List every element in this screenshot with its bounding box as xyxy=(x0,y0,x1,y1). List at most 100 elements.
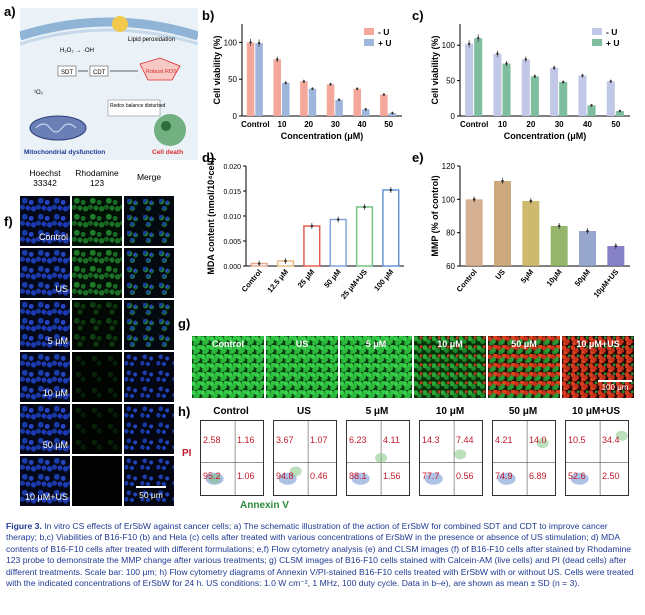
legend-label: + U xyxy=(606,38,619,48)
bar-c-0-5 xyxy=(606,81,615,116)
data-point xyxy=(389,188,393,192)
flow-quadrant-value: 7.44 xyxy=(456,435,474,445)
clsm-scale: 50 μm xyxy=(136,486,166,500)
data-point xyxy=(391,111,394,115)
flow-quadrant-value: 2.58 xyxy=(203,435,221,445)
chart-d: 0.000 0.005 0.010 0.015 0.020 Control 12.5 μM 2… xyxy=(206,157,404,301)
y-axis-title: MMP (% of control) xyxy=(430,175,440,256)
x-tick-label: 25 μM xyxy=(296,268,317,290)
data-point xyxy=(311,87,314,90)
bar-c-0-3 xyxy=(550,67,559,116)
data-point xyxy=(614,244,618,248)
panel-label-f: f) xyxy=(4,214,13,229)
x-tick-label: 20 xyxy=(304,120,313,129)
x-tick-label: 30 xyxy=(331,120,340,129)
flow-quadrant-svg xyxy=(347,421,409,495)
x-tick-label: Control xyxy=(240,268,264,294)
flow-plot-title: 10 μM+US xyxy=(571,406,621,417)
flow-quadrant-value: 95.2 xyxy=(203,471,221,481)
event-cluster-live xyxy=(351,472,370,485)
flow-quadrant-value: 94.8 xyxy=(276,471,294,481)
clsm-cell-4-1 xyxy=(72,404,122,454)
mito-label: Mitochondrial dysfunction xyxy=(24,149,105,156)
data-point xyxy=(329,83,332,86)
y-tick-label: 100 xyxy=(224,38,238,47)
schematic-illustration: Lipid peroxidation H₂O₂ → ·OH SDT CDT Ro… xyxy=(20,8,198,160)
clsm-image-grid: Control US 5 μM 10 μM 50 μM 10 μM+US 50 μm xyxy=(20,196,176,510)
legend-swatch xyxy=(592,28,602,35)
bar-b-1-0 xyxy=(255,43,263,116)
flow-plot-5: 10.5 34.4 52.6 2.50 xyxy=(565,420,629,496)
live-dead-image-1: US xyxy=(266,336,338,398)
live-dead-label: US xyxy=(295,339,309,349)
flow-plot-2: 6.23 4.11 88.1 1.56 xyxy=(346,420,410,496)
clsm-row-label: 50 μM xyxy=(42,440,68,450)
panel-label-h: h) xyxy=(178,404,191,419)
y-tick-label: 0.000 xyxy=(223,264,241,271)
flow-quadrant-value: 4.11 xyxy=(383,435,400,445)
x-tick-label: 50 μM xyxy=(322,268,343,290)
x-tick-label: US xyxy=(493,268,507,282)
clsm-header-row: Hoechst 33342 Rhodamine 123 Merge xyxy=(20,168,175,196)
bar-e-1 xyxy=(494,181,511,266)
data-point xyxy=(249,41,252,44)
panel-label-b: b) xyxy=(202,8,215,23)
event-cluster-shift xyxy=(536,438,549,449)
flow-quadrant-value: 1.07 xyxy=(310,435,328,445)
flow-y-axis-label: PI xyxy=(182,448,192,459)
ros-label: Robust ROS xyxy=(146,69,177,75)
bar-b-1-2 xyxy=(308,88,317,116)
figure-caption: Figure 3. In vitro CS effects of ErSbW a… xyxy=(6,521,636,589)
clsm-row-label: 5 μM xyxy=(47,336,68,346)
flow-cytometry-strip: PI Control 2.58 1.16 95.2 1.06 US 3.67 1.07 94.8 0… xyxy=(182,406,636,518)
bar-c-0-4 xyxy=(578,75,587,116)
h2o2-label: H₂O₂ → ·OH xyxy=(60,48,94,54)
bar-c-0-0 xyxy=(465,43,474,116)
nanoparticle-icon xyxy=(112,16,128,32)
flow-quadrant-svg xyxy=(493,421,555,495)
clsm-cell-0-0 xyxy=(20,196,70,246)
flow-quadrant-value: 14.3 xyxy=(422,435,440,445)
x-tick-label: 25 μM+US xyxy=(339,268,369,301)
y-tick-label: 0.005 xyxy=(223,239,241,246)
panel-label-d: d) xyxy=(202,150,215,165)
clsm-cell-1-2 xyxy=(124,248,174,298)
flow-x-axis-label: Annexin V xyxy=(240,500,289,511)
live-dead-label: 10 μM xyxy=(437,339,463,349)
data-point xyxy=(337,98,341,102)
x-tick-label: 40 xyxy=(583,120,592,129)
x-tick-label: 100 μM xyxy=(372,268,395,293)
data-point xyxy=(552,66,556,70)
clsm-cell-5-1 xyxy=(72,456,122,506)
clsm-cell-2-0 xyxy=(20,300,70,350)
y-tick-label: 0.015 xyxy=(223,189,241,196)
flow-quadrant-value: 1.16 xyxy=(237,435,255,445)
clsm-row-label: 10 μM+US xyxy=(25,492,68,502)
flow-quadrant-value: 6.23 xyxy=(349,435,367,445)
y-tick-label: 0 xyxy=(233,112,238,121)
mitochondria-cristae xyxy=(35,123,77,133)
x-tick-label: 50 xyxy=(384,120,393,129)
flow-quadrant-value: 1.56 xyxy=(383,471,401,481)
live-dead-image-3: 10 μM xyxy=(414,336,486,398)
x-tick-label: Control xyxy=(241,120,269,129)
x-tick-label: 10 xyxy=(498,120,507,129)
live-dead-scale: 100 μm xyxy=(598,380,632,392)
x-tick-label: Control xyxy=(455,268,479,294)
clsm-header-merge: Merge xyxy=(136,172,162,182)
clsm-row-label: Control xyxy=(38,232,68,242)
data-point xyxy=(529,199,533,203)
flow-quadrant-value: 74.9 xyxy=(495,471,513,481)
flow-quadrant-value: 1.06 xyxy=(237,471,255,481)
bar-d-5 xyxy=(382,189,400,267)
legend-swatch xyxy=(592,39,602,46)
death-label: Cell death xyxy=(152,149,183,156)
bar-c-1-5 xyxy=(615,111,624,116)
clsm-cell-3-2 xyxy=(124,352,174,402)
flow-quadrant-value: 10.5 xyxy=(568,435,586,445)
event-cluster-live xyxy=(424,472,443,485)
legend-swatch xyxy=(364,39,374,46)
data-point xyxy=(257,262,261,265)
bar-e-3 xyxy=(550,226,568,266)
data-point xyxy=(284,259,287,263)
